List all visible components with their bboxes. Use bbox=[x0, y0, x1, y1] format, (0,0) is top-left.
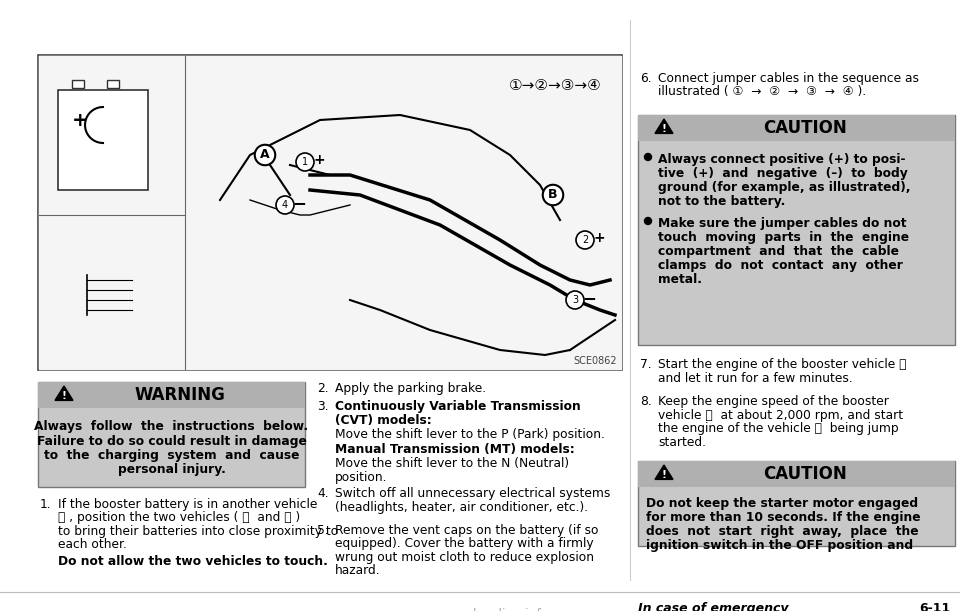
FancyBboxPatch shape bbox=[38, 382, 305, 408]
Text: wrung out moist cloth to reduce explosion: wrung out moist cloth to reduce explosio… bbox=[335, 551, 594, 564]
Text: !: ! bbox=[661, 470, 666, 480]
Text: Move the shift lever to the P (Park) position.: Move the shift lever to the P (Park) pos… bbox=[335, 428, 605, 441]
Text: 6.: 6. bbox=[640, 72, 652, 85]
FancyBboxPatch shape bbox=[638, 115, 955, 345]
FancyBboxPatch shape bbox=[638, 461, 955, 487]
Text: does  not  start  right  away,  place  the: does not start right away, place the bbox=[646, 525, 919, 538]
Text: CAUTION: CAUTION bbox=[762, 119, 847, 137]
Text: and let it run for a few minutes.: and let it run for a few minutes. bbox=[658, 371, 852, 384]
Polygon shape bbox=[655, 119, 673, 133]
Text: WARNING: WARNING bbox=[134, 386, 225, 404]
Text: +: + bbox=[593, 231, 605, 245]
Text: Move the shift lever to the N (Neutral): Move the shift lever to the N (Neutral) bbox=[335, 457, 569, 470]
Text: clamps  do  not  contact  any  other: clamps do not contact any other bbox=[658, 259, 902, 272]
Text: −: − bbox=[582, 289, 596, 307]
Text: 8.: 8. bbox=[640, 395, 652, 408]
Text: Always connect positive (+) to posi-: Always connect positive (+) to posi- bbox=[658, 153, 905, 166]
Text: 6-11: 6-11 bbox=[919, 602, 950, 611]
Text: Ⓑ , position the two vehicles ( Ⓐ  and Ⓑ ): Ⓑ , position the two vehicles ( Ⓐ and Ⓑ … bbox=[58, 511, 300, 524]
Circle shape bbox=[296, 153, 314, 171]
Text: A: A bbox=[260, 148, 270, 161]
Text: Make sure the jumper cables do not: Make sure the jumper cables do not bbox=[658, 217, 906, 230]
Text: illustrated ( ①  →  ②  →  ③  →  ④ ).: illustrated ( ① → ② → ③ → ④ ). bbox=[658, 86, 866, 98]
Text: 3.: 3. bbox=[317, 400, 328, 413]
FancyBboxPatch shape bbox=[38, 382, 305, 487]
Circle shape bbox=[576, 231, 594, 249]
FancyBboxPatch shape bbox=[72, 80, 84, 88]
Circle shape bbox=[644, 153, 652, 161]
Text: CAUTION: CAUTION bbox=[762, 465, 847, 483]
Text: Remove the vent caps on the battery (if so: Remove the vent caps on the battery (if … bbox=[335, 524, 598, 537]
FancyBboxPatch shape bbox=[58, 90, 148, 190]
Text: Failure to do so could result in damage: Failure to do so could result in damage bbox=[36, 434, 306, 447]
Text: personal injury.: personal injury. bbox=[117, 464, 226, 477]
Text: for more than 10 seconds. If the engine: for more than 10 seconds. If the engine bbox=[646, 511, 921, 524]
Text: hazard.: hazard. bbox=[335, 565, 380, 577]
Text: ①→②→③→④: ①→②→③→④ bbox=[509, 78, 601, 92]
Text: ignition switch in the OFF position and: ignition switch in the OFF position and bbox=[646, 539, 913, 552]
Text: 2.: 2. bbox=[317, 382, 328, 395]
Text: (headlights, heater, air conditioner, etc.).: (headlights, heater, air conditioner, et… bbox=[335, 500, 588, 513]
Text: vehicle Ⓑ  at about 2,000 rpm, and start: vehicle Ⓑ at about 2,000 rpm, and start bbox=[658, 409, 903, 422]
Text: SCE0862: SCE0862 bbox=[573, 356, 617, 366]
Text: 1: 1 bbox=[302, 157, 308, 167]
Text: touch  moving  parts  in  the  engine: touch moving parts in the engine bbox=[658, 231, 909, 244]
Text: In case of emergency: In case of emergency bbox=[638, 602, 788, 611]
Text: to  the  charging  system  and  cause: to the charging system and cause bbox=[44, 449, 300, 462]
Text: 5.: 5. bbox=[317, 524, 328, 537]
Text: Keep the engine speed of the booster: Keep the engine speed of the booster bbox=[658, 395, 889, 408]
Text: !: ! bbox=[61, 391, 66, 401]
Text: 4: 4 bbox=[282, 200, 288, 210]
Text: (CVT) models:: (CVT) models: bbox=[335, 414, 432, 427]
Text: each other.: each other. bbox=[58, 538, 127, 552]
Text: 4.: 4. bbox=[317, 487, 328, 500]
Text: +: + bbox=[313, 153, 324, 167]
FancyBboxPatch shape bbox=[38, 55, 622, 370]
Text: −: − bbox=[292, 194, 306, 212]
Polygon shape bbox=[55, 386, 73, 400]
Text: 7.: 7. bbox=[640, 358, 652, 371]
Text: equipped). Cover the battery with a firmly: equipped). Cover the battery with a firm… bbox=[335, 538, 593, 551]
Text: compartment  and  that  the  cable: compartment and that the cable bbox=[658, 245, 899, 258]
Text: Apply the parking brake.: Apply the parking brake. bbox=[335, 382, 486, 395]
Circle shape bbox=[644, 218, 652, 224]
Text: Always  follow  the  instructions  below.: Always follow the instructions below. bbox=[35, 420, 308, 433]
Text: Continuously Variable Transmission: Continuously Variable Transmission bbox=[335, 400, 581, 413]
Text: Connect jumper cables in the sequence as: Connect jumper cables in the sequence as bbox=[658, 72, 919, 85]
Polygon shape bbox=[655, 465, 673, 480]
Text: Do not keep the starter motor engaged: Do not keep the starter motor engaged bbox=[646, 497, 918, 510]
Text: Do not allow the two vehicles to touch.: Do not allow the two vehicles to touch. bbox=[58, 555, 328, 568]
Text: started.: started. bbox=[658, 436, 706, 448]
Text: Start the engine of the booster vehicle Ⓑ: Start the engine of the booster vehicle … bbox=[658, 358, 906, 371]
Text: metal.: metal. bbox=[658, 273, 702, 286]
Text: not to the battery.: not to the battery. bbox=[658, 195, 785, 208]
Text: +: + bbox=[72, 111, 88, 130]
Text: tive  (+)  and  negative  (–)  to  body: tive (+) and negative (–) to body bbox=[658, 167, 908, 180]
Text: If the booster battery is in another vehicle: If the booster battery is in another veh… bbox=[58, 498, 318, 511]
Text: ground (for example, as illustrated),: ground (for example, as illustrated), bbox=[658, 181, 910, 194]
FancyBboxPatch shape bbox=[107, 80, 119, 88]
Circle shape bbox=[566, 291, 584, 309]
Text: 3: 3 bbox=[572, 295, 578, 305]
Circle shape bbox=[276, 196, 294, 214]
Text: the engine of the vehicle Ⓐ  being jump: the engine of the vehicle Ⓐ being jump bbox=[658, 422, 899, 435]
FancyBboxPatch shape bbox=[638, 115, 955, 141]
Text: to bring their batteries into close proximity to: to bring their batteries into close prox… bbox=[58, 525, 338, 538]
Text: 1.: 1. bbox=[40, 498, 52, 511]
Text: !: ! bbox=[661, 124, 666, 134]
FancyBboxPatch shape bbox=[638, 461, 955, 546]
Text: Switch off all unnecessary electrical systems: Switch off all unnecessary electrical sy… bbox=[335, 487, 611, 500]
Text: position.: position. bbox=[335, 471, 388, 484]
Text: B: B bbox=[548, 189, 558, 202]
Text: Manual Transmission (MT) models:: Manual Transmission (MT) models: bbox=[335, 443, 575, 456]
Text: carmanualsonline.info: carmanualsonline.info bbox=[411, 608, 549, 611]
Text: 2: 2 bbox=[582, 235, 588, 245]
